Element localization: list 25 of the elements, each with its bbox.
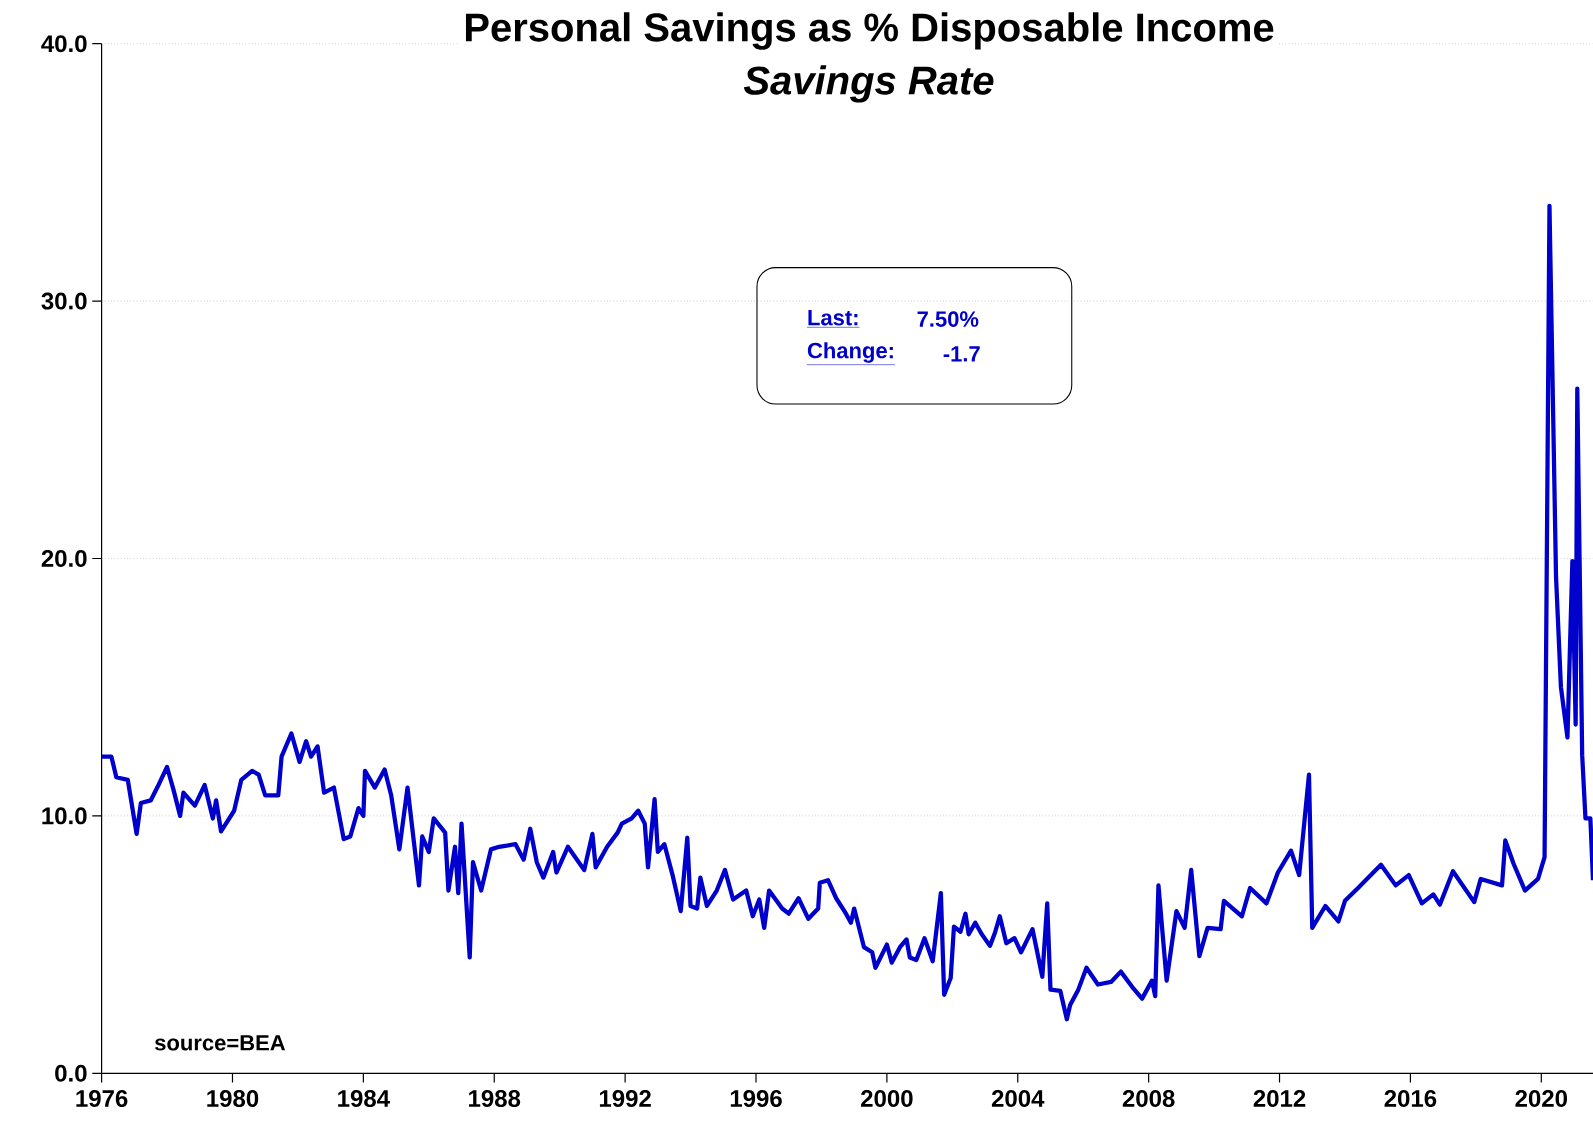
y-tick-label: 30.0 bbox=[41, 292, 87, 310]
y-tick-label: 0.0 bbox=[55, 1064, 87, 1082]
annotation: -1.7 bbox=[943, 346, 980, 362]
x-tick-label: 1984 bbox=[338, 1089, 390, 1107]
annotation: source=BEA bbox=[155, 1035, 286, 1051]
y-tick-label: 40.0 bbox=[41, 35, 87, 53]
y-tick-label: 10.0 bbox=[42, 807, 87, 825]
x-tick-label: 2016 bbox=[1384, 1089, 1437, 1107]
annotation: Change: bbox=[807, 342, 893, 363]
chart-title: Personal Savings as % Disposable Income bbox=[465, 12, 1274, 50]
x-tick-label: 2004 bbox=[991, 1089, 1045, 1107]
x-tick-label: 2008 bbox=[1122, 1089, 1175, 1107]
line-series bbox=[99, 203, 1593, 1022]
annotation: Last: bbox=[808, 310, 858, 326]
x-tick-label: 1992 bbox=[599, 1089, 651, 1107]
x-tick-label: 1980 bbox=[207, 1089, 259, 1107]
x-tick-label: 2020 bbox=[1515, 1089, 1567, 1107]
x-tick-label: 1976 bbox=[76, 1089, 128, 1107]
x-tick-label: 1988 bbox=[469, 1089, 521, 1107]
annotation: 7.50% bbox=[917, 311, 979, 327]
x-tick-label: 2012 bbox=[1253, 1089, 1306, 1107]
y-tick-label: 20.0 bbox=[41, 549, 87, 567]
x-tick-label: 2000 bbox=[861, 1089, 913, 1107]
text: Savings Rate bbox=[743, 65, 994, 103]
x-tick-label: 1996 bbox=[730, 1089, 782, 1107]
